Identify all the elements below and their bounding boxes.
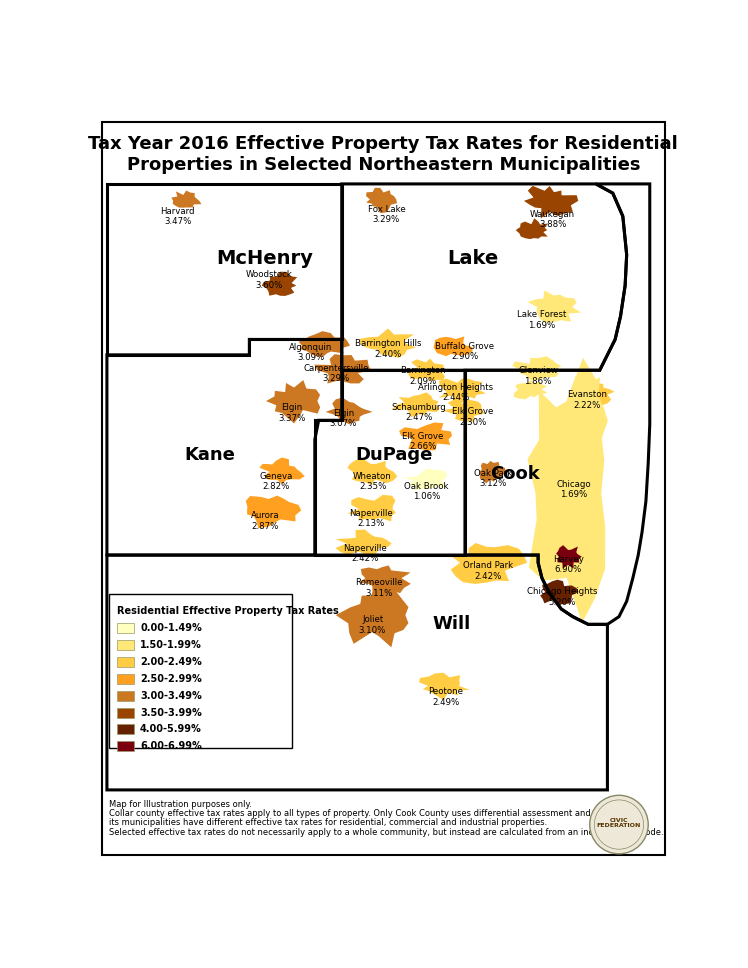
Polygon shape <box>512 356 562 380</box>
Text: 4.00-5.99%: 4.00-5.99% <box>140 724 202 735</box>
Text: Selected effective tax rates do not necessarily apply to a whole community, but : Selected effective tax rates do not nece… <box>109 828 664 836</box>
Text: 3.00-3.49%: 3.00-3.49% <box>140 690 202 701</box>
Text: 6.00-6.99%: 6.00-6.99% <box>140 741 202 751</box>
Polygon shape <box>314 354 371 383</box>
Text: Peotone
2.49%: Peotone 2.49% <box>428 687 463 707</box>
Polygon shape <box>408 358 445 381</box>
Bar <box>117 741 134 751</box>
Polygon shape <box>399 422 452 450</box>
Text: Barrington Hills
2.40%: Barrington Hills 2.40% <box>355 340 421 359</box>
Text: Romeoville
3.11%: Romeoville 3.11% <box>355 578 402 597</box>
Text: Tax Year 2016 Effective Property Tax Rates for Residential
Properties in Selecte: Tax Year 2016 Effective Property Tax Rat… <box>88 136 678 174</box>
Polygon shape <box>366 188 397 213</box>
Polygon shape <box>260 458 304 484</box>
Circle shape <box>589 796 649 854</box>
Text: Aurora
2.87%: Aurora 2.87% <box>251 511 279 530</box>
Text: Wheaton
2.35%: Wheaton 2.35% <box>353 471 392 492</box>
Text: Geneva
2.82%: Geneva 2.82% <box>260 471 293 492</box>
Text: Elk Grove
2.30%: Elk Grove 2.30% <box>452 408 494 427</box>
Text: Joliet
3.10%: Joliet 3.10% <box>359 615 386 634</box>
Polygon shape <box>515 218 548 239</box>
Text: Glenview
1.86%: Glenview 1.86% <box>518 367 558 386</box>
Text: Naperville
2.42%: Naperville 2.42% <box>343 543 387 563</box>
Text: Cook: Cook <box>490 466 540 483</box>
Text: Oak Park
3.12%: Oak Park 3.12% <box>474 469 512 488</box>
Polygon shape <box>576 379 615 406</box>
Polygon shape <box>514 380 548 400</box>
Polygon shape <box>246 496 301 529</box>
Text: Carpentersville
3.29%: Carpentersville 3.29% <box>304 364 369 383</box>
Polygon shape <box>567 376 608 452</box>
Text: Woodstock
3.60%: Woodstock 3.60% <box>246 270 292 289</box>
Bar <box>109 593 292 747</box>
Text: 1.50-1.99%: 1.50-1.99% <box>140 640 202 650</box>
Polygon shape <box>527 358 605 622</box>
Text: Elk Grove
2.66%: Elk Grove 2.66% <box>402 432 444 451</box>
Text: Barrington
2.09%: Barrington 2.09% <box>401 367 447 386</box>
Bar <box>117 640 134 650</box>
Text: Arlington Heights
2.44%: Arlington Heights 2.44% <box>418 382 493 402</box>
Polygon shape <box>360 328 416 358</box>
Text: Harvey
6.90%: Harvey 6.90% <box>553 555 583 574</box>
Bar <box>117 622 134 633</box>
Text: Waukegan
3.88%: Waukegan 3.88% <box>530 210 575 229</box>
Polygon shape <box>528 290 581 322</box>
Text: Buffalo Grove
2.90%: Buffalo Grove 2.90% <box>435 342 494 361</box>
Bar <box>117 674 134 683</box>
Text: Fox Lake
3.29%: Fox Lake 3.29% <box>367 204 405 225</box>
Text: Kane: Kane <box>184 446 235 464</box>
Polygon shape <box>171 191 201 208</box>
Text: 3.50-3.99%: 3.50-3.99% <box>140 708 202 717</box>
Text: Chicago Heights
5.20%: Chicago Heights 5.20% <box>527 588 597 607</box>
Text: Harvard
3.47%: Harvard 3.47% <box>161 207 195 227</box>
Text: McHenry: McHenry <box>216 249 313 268</box>
Text: Lake: Lake <box>447 249 498 268</box>
Text: Chicago
1.69%: Chicago 1.69% <box>557 479 591 499</box>
Polygon shape <box>556 545 582 568</box>
Polygon shape <box>404 469 447 490</box>
Text: its municipalities have different effective tax rates for residential, commercia: its municipalities have different effect… <box>109 818 548 828</box>
Text: Residential Effective Property Tax Rates: Residential Effective Property Tax Rates <box>117 606 339 616</box>
Text: Oak Brook
1.06%: Oak Brook 1.06% <box>404 482 449 501</box>
Polygon shape <box>524 186 578 219</box>
Polygon shape <box>347 495 396 522</box>
Bar <box>117 690 134 701</box>
Polygon shape <box>266 380 320 423</box>
Polygon shape <box>392 392 440 417</box>
Polygon shape <box>434 336 473 356</box>
Text: Schaumburg
2.47%: Schaumburg 2.47% <box>391 403 446 422</box>
Polygon shape <box>451 543 527 584</box>
Polygon shape <box>439 378 486 404</box>
Bar <box>117 708 134 717</box>
Text: DuPage: DuPage <box>355 446 433 464</box>
Text: 0.00-1.49%: 0.00-1.49% <box>140 622 202 633</box>
Polygon shape <box>359 565 411 595</box>
Polygon shape <box>336 579 408 648</box>
Polygon shape <box>335 529 392 556</box>
Bar <box>117 656 134 667</box>
Polygon shape <box>298 331 350 357</box>
Polygon shape <box>262 272 297 296</box>
Polygon shape <box>347 459 397 485</box>
Text: CIVIC
FEDERATION: CIVIC FEDERATION <box>597 818 641 829</box>
Text: Collar county effective tax rates apply to all types of property. Only Cook Coun: Collar county effective tax rates apply … <box>109 809 633 818</box>
Polygon shape <box>325 398 373 424</box>
Text: Map for Illustration purposes only.: Map for Illustration purposes only. <box>109 800 252 809</box>
Polygon shape <box>442 399 485 422</box>
Text: Elgin
3.37%: Elgin 3.37% <box>278 404 305 423</box>
Polygon shape <box>540 580 578 605</box>
Text: Naperville
2.13%: Naperville 2.13% <box>349 509 393 529</box>
Polygon shape <box>419 673 470 700</box>
Text: Evanston
2.22%: Evanston 2.22% <box>567 390 607 409</box>
Text: 2.00-2.49%: 2.00-2.49% <box>140 656 202 667</box>
Text: Algonquin
3.09%: Algonquin 3.09% <box>289 343 333 362</box>
Text: Lake Forest
1.69%: Lake Forest 1.69% <box>518 310 567 329</box>
Text: Elgin
3.07%: Elgin 3.07% <box>330 408 357 428</box>
Text: Orland Park
2.42%: Orland Park 2.42% <box>463 561 513 581</box>
Polygon shape <box>479 461 506 483</box>
Text: Will: Will <box>432 616 470 633</box>
Bar <box>117 724 134 735</box>
Text: 2.50-2.99%: 2.50-2.99% <box>140 674 202 683</box>
